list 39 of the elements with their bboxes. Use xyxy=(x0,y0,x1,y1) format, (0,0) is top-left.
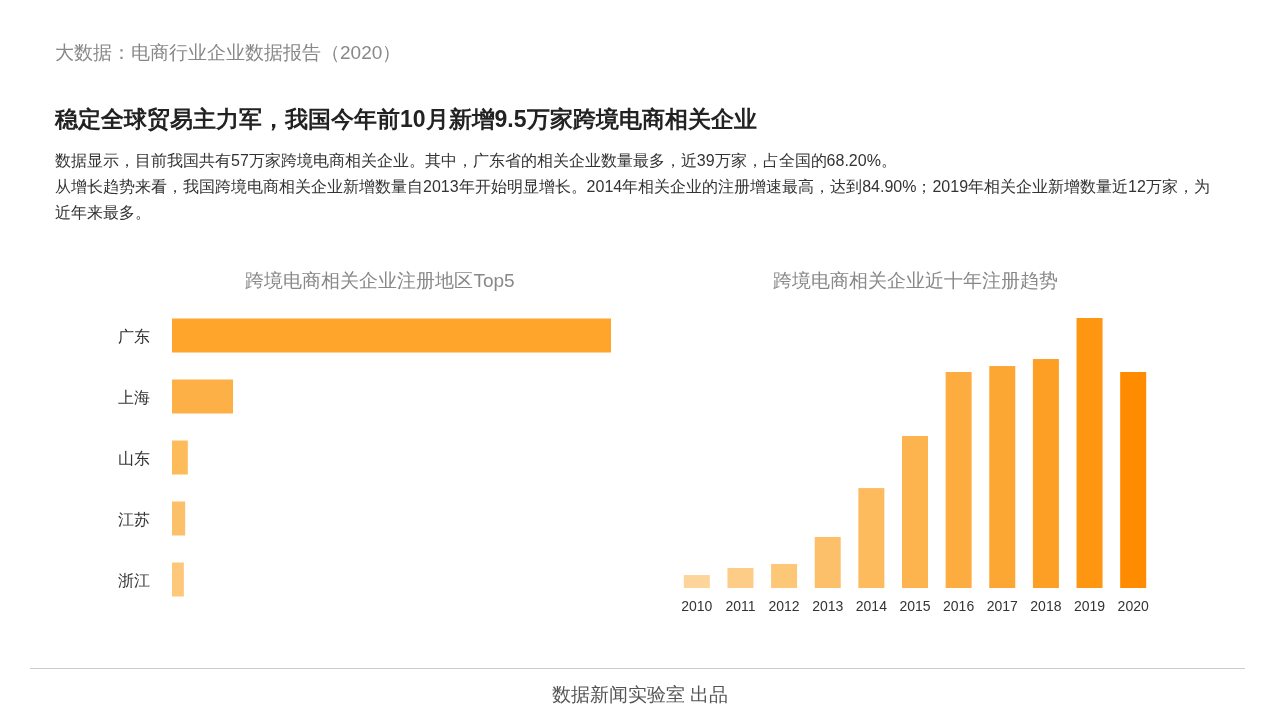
y-tick-label: 上海 xyxy=(118,388,150,406)
x-tick-label: 2016 xyxy=(943,598,975,614)
chart-title: 跨境电商相关企业注册地区Top5 xyxy=(245,270,515,291)
text: 数据显示，目前我国共有57万家跨境电商相关企业。其中，广东省的相关企业数量最多，近39万家，占全国的68.20%。 xyxy=(55,151,898,171)
x-tick-label: 2020 xyxy=(1117,598,1149,614)
text: 从增长趋势来看，我国跨境电商相关企业新增数量自2013年开始明显增长。2014年相关企业的注册增速最高，达到84.90%；2019年相关企业新增数量近12万家，为近年来最多。 xyxy=(55,177,1211,223)
bar xyxy=(727,568,754,588)
y-tick-label: 江苏 xyxy=(118,510,150,528)
bar xyxy=(1076,318,1103,588)
x-tick-label: 2011 xyxy=(725,598,756,614)
x-tick-label: 2017 xyxy=(986,598,1019,614)
x-tick-label: 2015 xyxy=(899,598,931,614)
bar xyxy=(172,562,184,597)
y-tick-label: 山东 xyxy=(118,449,150,467)
x-tick-label: 2019 xyxy=(1073,598,1106,614)
bar xyxy=(683,575,710,588)
bar xyxy=(172,501,186,536)
text: 稳定全球贸易主力军，我国今年前10月新增9.5万家跨境电商相关企业 xyxy=(55,105,757,134)
bar xyxy=(771,563,798,588)
bar xyxy=(1032,359,1059,588)
bar xyxy=(945,372,972,588)
bar xyxy=(172,440,188,475)
y-tick-label: 浙江 xyxy=(118,571,150,589)
x-tick-label: 2013 xyxy=(812,598,844,614)
text: 数据新闻实验室 出品 xyxy=(550,683,730,707)
bar xyxy=(902,435,928,588)
text: 大数据：电商行业企业数据报告（2020） xyxy=(55,41,402,65)
bar xyxy=(172,318,611,353)
x-tick-label: 2012 xyxy=(768,598,800,614)
bar xyxy=(814,536,841,588)
bar xyxy=(1120,372,1147,588)
y-tick-label: 广东 xyxy=(118,327,150,345)
x-tick-label: 2010 xyxy=(681,598,713,614)
x-tick-label: 2014 xyxy=(855,598,888,614)
x-tick-label: 2018 xyxy=(1030,598,1062,614)
bar xyxy=(172,379,234,414)
chart-title: 跨境电商相关企业近十年注册趋势 xyxy=(772,270,1058,291)
bar xyxy=(989,366,1016,588)
bar xyxy=(858,488,885,588)
